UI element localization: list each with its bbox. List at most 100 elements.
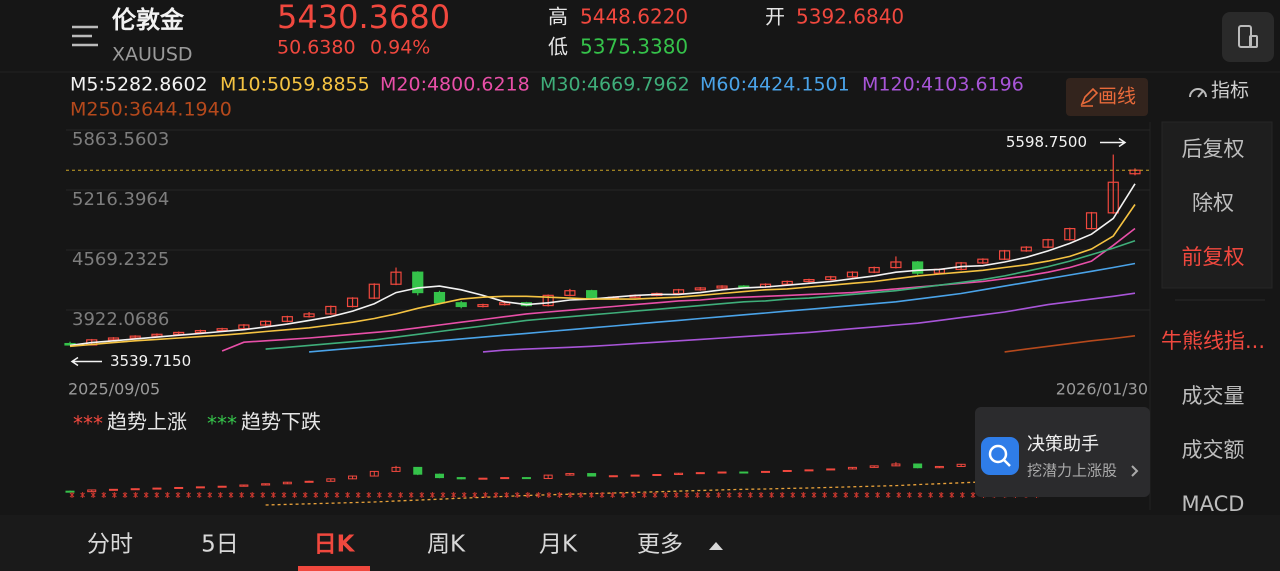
period-tab[interactable]: 日K [314,532,356,558]
sidebar-item[interactable]: 成交量 [1182,384,1245,408]
high-label: 高 [548,5,568,29]
candle-body [238,324,250,330]
candle-body [325,305,337,315]
mini-candle-body [348,475,358,480]
instrument-symbol: XAUUSD [112,44,193,66]
candle-body [803,278,815,283]
mini-candle-body [65,490,75,493]
trend-marker [695,492,700,498]
trend-marker [652,492,658,498]
period-tab[interactable]: 月K [539,532,578,558]
open-value: 5392.6840 [796,5,904,29]
candle-body [846,271,859,278]
mini-candle-body [369,470,379,477]
candle-body [781,280,793,285]
sidebar-item[interactable]: 前复权 [1182,245,1245,269]
decision-popup[interactable]: 决策助手 挖潜力上涨股 [975,407,1150,497]
ma-line [69,204,1136,348]
trend-marker [387,492,393,498]
trend-marker [631,492,637,498]
sidebar-item[interactable]: 除权 [1192,191,1234,215]
mini-candle-body [717,471,727,474]
adjust-panel [1161,121,1273,289]
draw-button-label[interactable]: 画线 [1098,86,1136,108]
trend-marker [726,492,732,498]
mini-candle-body [869,465,879,468]
trend-marker [716,492,721,498]
legend-entry: M20:4800.6218 [380,74,530,96]
screen-toggle-button[interactable] [1222,12,1274,62]
trend-marker [822,492,827,498]
trend-marker [218,492,223,498]
trend-marker [249,492,255,498]
popup-subtitle[interactable]: 挖潜力上涨股 [1027,462,1117,480]
period-tab[interactable]: 更多 [637,532,683,558]
mini-candle-body [956,463,966,467]
trend-marker [832,492,838,498]
legend-entry: M5:5282.8602 [70,74,208,96]
active-tab-indicator [298,566,370,571]
trend-marker [154,492,160,498]
trend-marker [504,492,509,498]
trend-marker [122,492,128,498]
candle-body [1020,246,1032,252]
sidebar-item[interactable]: MACD [1182,492,1245,516]
indicator-button[interactable]: 指标 [1189,80,1249,102]
sidebar-item[interactable]: 成交额 [1182,438,1245,462]
legend-entry: M10:5059.8855 [220,74,370,96]
price-change-pct: 0.94% [370,37,430,59]
trend-marker [324,492,329,498]
trend-marker [758,492,764,498]
low-label: 低 [548,35,568,59]
candle-body [586,290,598,299]
sidebar-item[interactable]: 牛熊线指... [1161,329,1265,353]
x-tick-label: 2025/09/05 [68,380,160,399]
popup-title[interactable]: 决策助手 [1027,434,1099,455]
mini-candle-body [891,463,901,467]
trend-marker [228,492,234,498]
period-tab[interactable]: 分时 [87,532,133,558]
candle-body [412,271,424,294]
trend-marker [567,492,573,498]
trend-marker [843,492,849,498]
indicator-label: 趋势下跌 [241,410,321,434]
trend-marker [69,492,75,498]
trend-marker [186,492,191,498]
trend-marker [143,492,149,498]
period-tab[interactable]: 周K [427,532,466,558]
more-caret[interactable] [709,542,723,550]
legend-entry: M30:4669.7962 [540,74,690,96]
candle-body [260,320,272,326]
menu-icon[interactable] [72,25,98,47]
trend-marker [408,492,414,498]
trend-marker [949,492,955,498]
mini-candle-body [174,486,184,489]
trend-marker [663,492,668,498]
trend-marker [281,492,287,498]
mini-candle-body [565,473,575,476]
mini-candle-body [434,473,444,479]
candle-body [912,261,924,274]
candle-body [303,313,315,318]
mini-candle-body [826,468,836,471]
trend-line [265,468,1136,506]
sidebar-item[interactable]: 后复权 [1182,137,1245,161]
indicator-label: 趋势上涨 [107,410,187,434]
candle-body [716,285,728,289]
trend-marker [133,492,138,498]
period-tab[interactable]: 5日 [201,532,239,558]
mini-candle-body [500,477,510,480]
mini-candle-body [521,477,531,480]
mini-candle-body [152,487,162,490]
trend-marker [970,492,976,498]
trend-marker [673,492,679,498]
mini-candle-body [391,466,401,472]
ma-line [265,239,1136,350]
trend-marker [801,492,806,498]
indicator-button-label[interactable]: 指标 [1211,80,1249,102]
draw-button[interactable]: 画线 [1066,78,1148,116]
trend-marker [536,492,541,498]
trend-marker [271,492,276,498]
